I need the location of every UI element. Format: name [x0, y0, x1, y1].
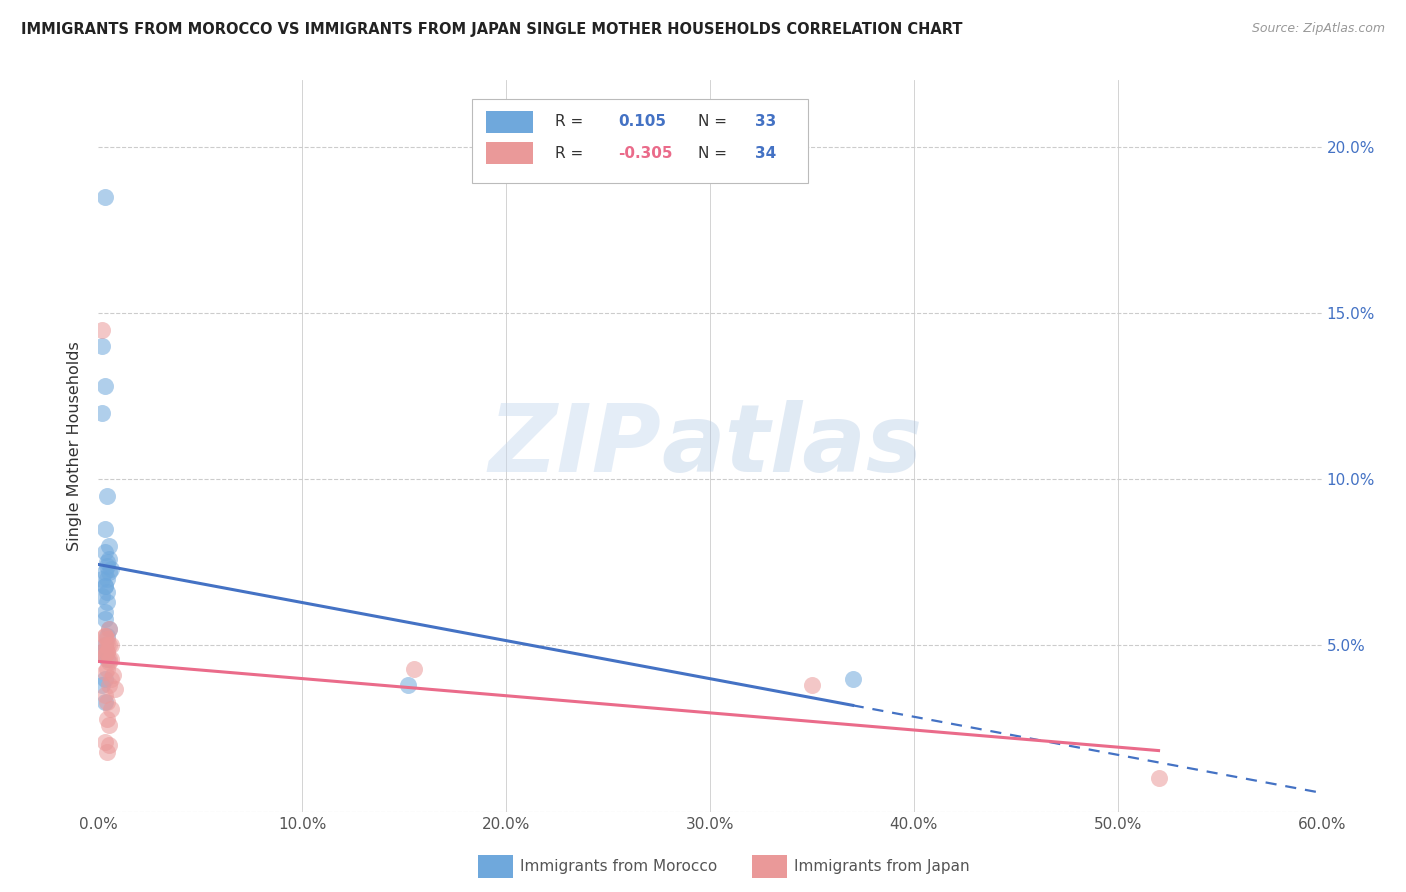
Text: 34: 34	[755, 146, 776, 161]
Point	[93, 522, 115, 536]
Text: IMMIGRANTS FROM MOROCCO VS IMMIGRANTS FROM JAPAN SINGLE MOTHER HOUSEHOLDS CORREL: IMMIGRANTS FROM MOROCCO VS IMMIGRANTS FR…	[21, 22, 963, 37]
Text: Source: ZipAtlas.com: Source: ZipAtlas.com	[1251, 22, 1385, 36]
Text: 33: 33	[755, 114, 776, 129]
Text: atlas: atlas	[661, 400, 922, 492]
Point	[93, 566, 115, 580]
Point	[97, 622, 120, 636]
Point	[97, 678, 120, 692]
Point	[96, 585, 118, 599]
Point	[97, 655, 120, 669]
Point	[91, 572, 114, 586]
Point	[96, 695, 118, 709]
Text: R =: R =	[555, 114, 588, 129]
Point	[93, 735, 115, 749]
Point	[100, 652, 122, 666]
Point	[93, 648, 115, 663]
Point	[93, 639, 115, 653]
Bar	[486, 143, 533, 164]
Point	[96, 628, 118, 642]
Point	[97, 552, 120, 566]
Point	[801, 678, 824, 692]
Point	[100, 701, 122, 715]
Point	[97, 539, 120, 553]
Point	[841, 672, 863, 686]
Point	[96, 489, 118, 503]
Point	[96, 662, 118, 676]
Point	[93, 612, 115, 626]
Point	[100, 562, 122, 576]
Point	[96, 555, 118, 569]
Point	[93, 628, 115, 642]
Point	[104, 681, 127, 696]
Point	[91, 645, 114, 659]
Point	[93, 579, 115, 593]
Point	[93, 379, 115, 393]
Point	[91, 645, 114, 659]
Point	[91, 589, 114, 603]
Point	[97, 622, 120, 636]
Point	[93, 665, 115, 679]
Point	[96, 595, 118, 609]
Point	[100, 639, 122, 653]
Point	[97, 652, 120, 666]
Point	[93, 545, 115, 559]
Point	[100, 672, 122, 686]
Point	[96, 745, 118, 759]
Point	[91, 678, 114, 692]
Text: 0.105: 0.105	[619, 114, 666, 129]
Point	[96, 652, 118, 666]
Point	[93, 189, 115, 203]
Text: N =: N =	[697, 146, 731, 161]
Bar	[486, 111, 533, 133]
Point	[91, 323, 114, 337]
Point	[96, 572, 118, 586]
Point	[91, 339, 114, 353]
Point	[96, 632, 118, 646]
Point	[96, 639, 118, 653]
Point	[97, 738, 120, 752]
Point	[96, 645, 118, 659]
Point	[93, 628, 115, 642]
Text: -0.305: -0.305	[619, 146, 673, 161]
Text: N =: N =	[697, 114, 731, 129]
Point	[97, 639, 120, 653]
Point	[96, 712, 118, 726]
Point	[96, 558, 118, 573]
Text: R =: R =	[555, 146, 588, 161]
Text: Immigrants from Japan: Immigrants from Japan	[794, 859, 970, 873]
Point	[1147, 772, 1170, 786]
Point	[97, 718, 120, 732]
Y-axis label: Single Mother Households: Single Mother Households	[67, 341, 83, 551]
Point	[91, 406, 114, 420]
Point	[93, 639, 115, 653]
Point	[396, 678, 419, 692]
Point	[97, 566, 120, 580]
Point	[101, 668, 124, 682]
Point	[93, 672, 115, 686]
Point	[93, 648, 115, 663]
Point	[93, 695, 115, 709]
Text: ZIP: ZIP	[488, 400, 661, 492]
Point	[96, 645, 118, 659]
Point	[93, 579, 115, 593]
Text: Immigrants from Morocco: Immigrants from Morocco	[520, 859, 717, 873]
Point	[93, 689, 115, 703]
Point	[93, 605, 115, 619]
FancyBboxPatch shape	[471, 99, 808, 183]
Point	[404, 662, 426, 676]
